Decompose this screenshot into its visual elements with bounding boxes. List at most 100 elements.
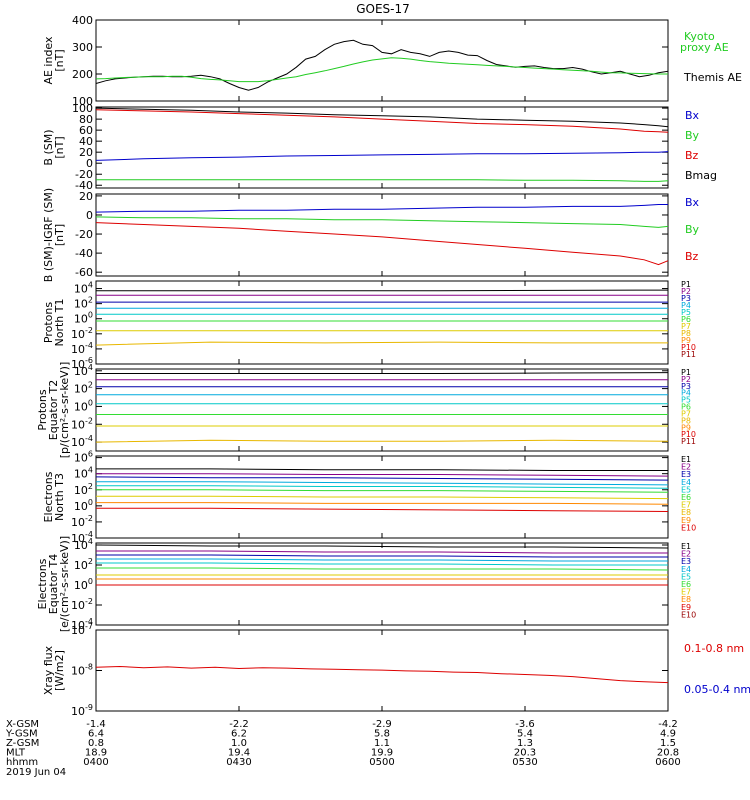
y-tick-label: 80 xyxy=(79,113,93,126)
legend-p9: P9 xyxy=(681,423,691,432)
panel-bdiff: 20 0 -20 -40 -60 B (SM)-IGRF (SM)[nT] Bx By Bz xyxy=(42,188,700,282)
y-tick-label: 10-9 xyxy=(71,703,93,718)
y-axis-label: Equator T4 xyxy=(47,554,60,614)
y-tick-label: 20 xyxy=(79,146,93,159)
x-axis-value: 0530 xyxy=(512,757,537,768)
y-tick-label: 0 xyxy=(86,157,93,170)
legend-p4: P4 xyxy=(681,389,691,398)
series-e2 xyxy=(96,473,669,477)
y-tick-label: 300 xyxy=(72,41,93,54)
y-axis-label: Electrons xyxy=(36,558,49,609)
legend-e7: E7 xyxy=(681,588,691,597)
legend-e3: E3 xyxy=(681,557,691,566)
legend-p2: P2 xyxy=(681,287,691,296)
x-axis-value: 4.9 xyxy=(660,729,676,740)
legend-p1: P1 xyxy=(681,368,691,377)
y-axis-label: Xray flux xyxy=(42,645,55,695)
panel-frame xyxy=(95,19,669,102)
y-axis-label: Protons xyxy=(42,302,55,343)
x-axis-value: 18.9 xyxy=(85,748,107,759)
x-axis-value: 1.0 xyxy=(231,738,247,749)
legend-e9: E9 xyxy=(681,603,691,612)
y-tick-label: 10-4 xyxy=(71,530,93,545)
x-axis-value: 19.9 xyxy=(371,748,393,759)
y-tick-label: 10-2 xyxy=(71,326,93,341)
series-e6 xyxy=(96,489,669,493)
x-axis-row-label: Z-GSM xyxy=(6,738,39,749)
y-axis-label: [nT] xyxy=(53,136,66,158)
date-label: 2019 Jun 04 xyxy=(6,767,66,778)
y-tick-label: 100 xyxy=(72,102,93,115)
y-tick-label: 102 xyxy=(74,557,93,572)
x-axis-value: -2.9 xyxy=(372,719,392,730)
y-tick-label: -60 xyxy=(75,266,93,279)
y-tick-label: 10-2 xyxy=(71,597,93,612)
series-bmag xyxy=(95,107,669,128)
panel-frame xyxy=(95,368,669,452)
legend-e8: E8 xyxy=(681,508,691,517)
y-tick-label: 100 xyxy=(74,398,93,413)
y-tick-label: 10-2 xyxy=(71,416,93,431)
legend-p10: P10 xyxy=(681,343,696,352)
y-tick-label: 10-4 xyxy=(71,617,93,632)
legend-e3: E3 xyxy=(681,470,691,479)
legend-p4: P4 xyxy=(681,301,691,310)
y-axis-label: Electrons xyxy=(42,471,55,522)
series-bz xyxy=(95,222,669,266)
legend-e6: E6 xyxy=(681,580,691,589)
legend-p6: P6 xyxy=(681,403,691,412)
series-by xyxy=(96,179,669,182)
series-themis-ae xyxy=(95,39,669,91)
x-axis-value: 20.8 xyxy=(657,748,679,759)
legend-p5: P5 xyxy=(681,396,691,405)
y-tick-label: 102 xyxy=(74,381,93,396)
x-axis-row-label: hhmm xyxy=(6,757,38,768)
x-axis-value: 5.4 xyxy=(517,729,533,740)
x-axis-value: -4.2 xyxy=(658,719,678,730)
series-e4 xyxy=(96,558,668,562)
legend-bz: Bz xyxy=(685,149,699,162)
y-axis-label: B (SM)-IGRF (SM) xyxy=(42,188,55,282)
series-e4 xyxy=(96,481,669,486)
y-tick-label: 200 xyxy=(72,68,93,81)
series-e5 xyxy=(96,485,669,489)
y-axis-label: Protons xyxy=(36,389,49,430)
legend-themis-ae: Themis AE xyxy=(683,71,742,84)
panel-frame xyxy=(95,280,669,365)
y-tick-label: 10-6 xyxy=(71,356,93,371)
legend-p10: P10 xyxy=(681,430,696,439)
y-tick-label: 102 xyxy=(74,296,93,311)
series-bz xyxy=(95,109,669,133)
y-tick-label: 100 xyxy=(74,311,93,326)
legend-p8: P8 xyxy=(681,329,691,338)
x-axis-value: 6.2 xyxy=(231,729,247,740)
legend-p3: P3 xyxy=(681,382,691,391)
legend-p11: P11 xyxy=(681,350,696,359)
figure-title: GOES-17 xyxy=(356,2,410,16)
y-tick-label: 100 xyxy=(74,577,93,592)
y-axis-label: B (SM) xyxy=(42,129,55,165)
series-e3 xyxy=(96,554,668,558)
series-p1 xyxy=(96,372,669,374)
y-tick-label: 20 xyxy=(79,190,93,203)
y-tick-label: 102 xyxy=(74,482,93,497)
y-axis-label: [p/(cm²-s-sr-keV)] xyxy=(58,362,71,459)
x-axis-value: 1.5 xyxy=(660,738,676,749)
x-axis-value: 5.8 xyxy=(374,729,390,740)
legend-kyoto: Kyoto xyxy=(684,30,715,43)
x-axis-row-label: X-GSM xyxy=(6,719,39,730)
series-e7 xyxy=(96,495,669,500)
y-tick-label: 104 xyxy=(74,363,93,378)
x-axis-value: 19.4 xyxy=(228,748,250,759)
y-tick-label: 10-4 xyxy=(71,341,93,356)
legend-e6: E6 xyxy=(681,493,691,502)
legend-e2: E2 xyxy=(681,550,691,559)
series-e5 xyxy=(96,562,668,566)
legend-p5: P5 xyxy=(681,308,691,317)
series-by xyxy=(95,216,669,228)
x-axis-value: 1.1 xyxy=(374,738,390,749)
